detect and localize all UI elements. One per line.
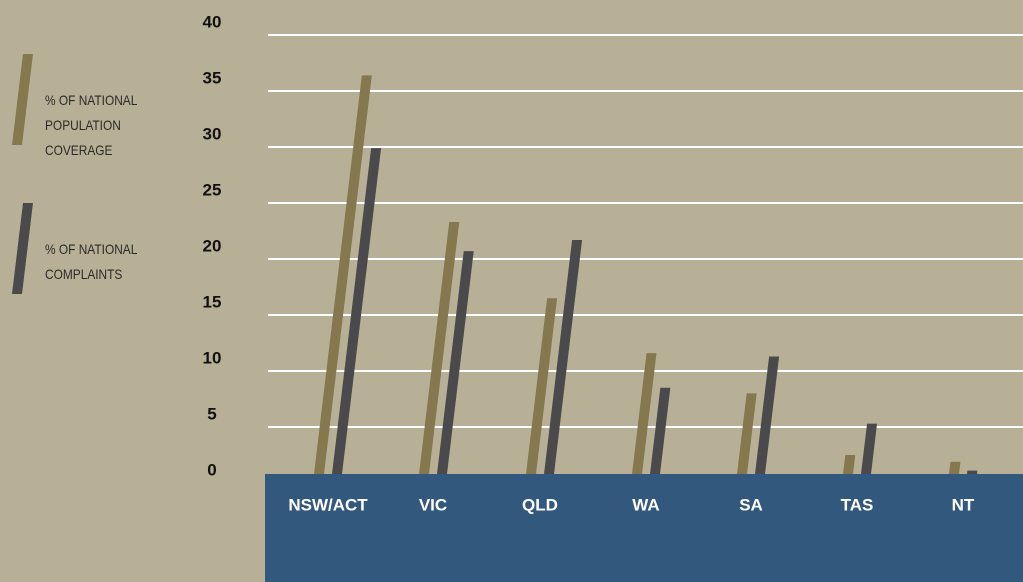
y-tick-label: 5 <box>207 404 216 423</box>
y-tick-label: 0 <box>207 460 216 479</box>
bar <box>314 75 372 474</box>
x-tick-label: QLD <box>522 495 558 514</box>
x-tick-label: SA <box>739 495 763 514</box>
bar <box>419 222 460 474</box>
bar <box>949 461 961 474</box>
legend-swatch <box>12 203 33 294</box>
y-tick-label: 10 <box>203 348 222 367</box>
x-tick-label: VIC <box>419 495 447 514</box>
y-tick-label: 25 <box>203 180 222 199</box>
bar <box>967 470 978 474</box>
bar <box>632 353 657 474</box>
bar <box>755 356 780 474</box>
y-tick-label: 15 <box>203 292 222 311</box>
category-band <box>265 474 1023 582</box>
bar <box>861 423 878 474</box>
bar <box>650 387 671 474</box>
bar <box>737 393 757 474</box>
bar <box>526 298 558 474</box>
x-tick-label: WA <box>632 495 659 514</box>
x-tick-label: TAS <box>841 495 874 514</box>
x-tick-label: NT <box>952 495 975 514</box>
bar <box>332 148 382 474</box>
legend-swatch <box>12 54 33 145</box>
legend-label: % OF NATIONAL COMPLAINTS <box>45 241 137 282</box>
bar <box>843 455 856 474</box>
bar <box>544 239 583 474</box>
y-tick-label: 20 <box>203 236 222 255</box>
legend-label: % OF NATIONAL POPULATION COVERAGE <box>45 92 137 158</box>
y-tick-label: 35 <box>203 68 222 87</box>
x-tick-label: NSW/ACT <box>288 495 368 514</box>
y-tick-label: 30 <box>203 124 222 143</box>
bar <box>437 251 474 474</box>
y-tick-label: 40 <box>203 12 222 31</box>
